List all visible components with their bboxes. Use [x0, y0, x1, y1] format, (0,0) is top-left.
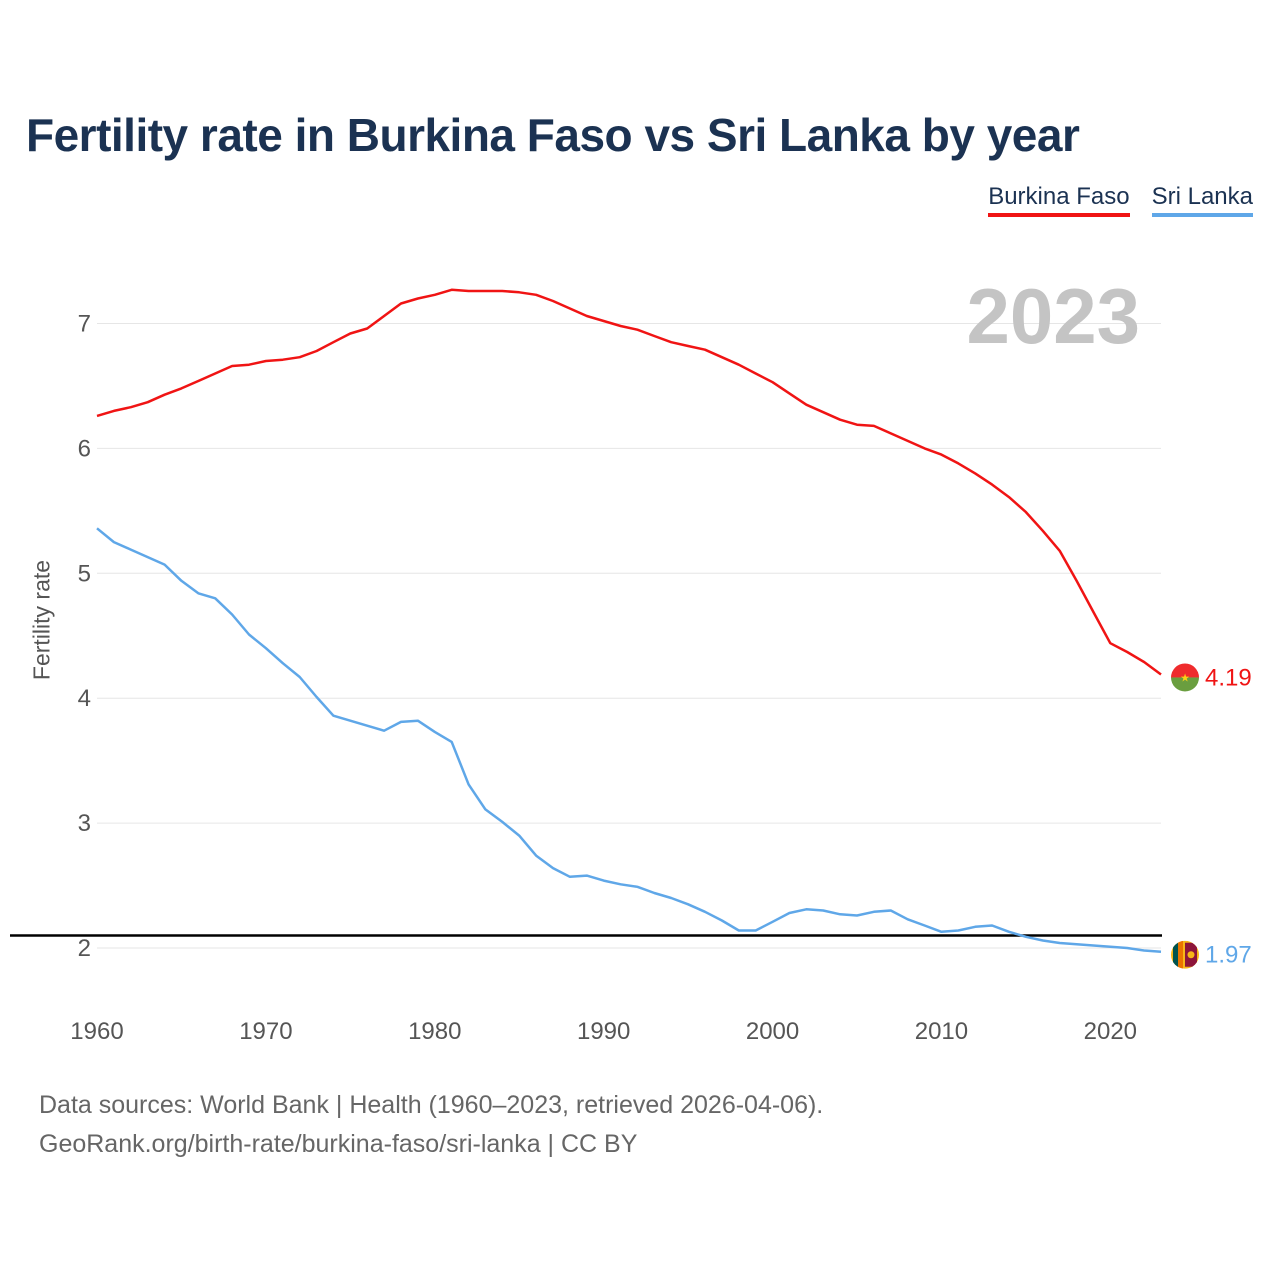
x-axis-ticks: 1960 1970 1980 1990 2000 2010 2020 [70, 1018, 1137, 1045]
year-label: 2023 [966, 272, 1140, 360]
flag-star: ★ [1180, 672, 1190, 684]
flag-lion [1187, 951, 1195, 959]
y-tick-label: 4 [78, 685, 91, 712]
x-tick-label: 1960 [70, 1018, 123, 1045]
legend: Burkina Faso Sri Lanka [988, 183, 1253, 217]
series-lines [96, 288, 1162, 953]
flag-orange-stripe [1178, 940, 1183, 969]
flag-burkina-faso: ★ [1171, 663, 1199, 692]
series-line-burkina-faso [96, 288, 1162, 676]
y-tick-label: 5 [78, 560, 91, 587]
x-tick-label: 2000 [746, 1018, 799, 1045]
end-value-label-burkina-faso: 4.19 [1205, 664, 1252, 691]
x-tick-label: 1980 [408, 1018, 461, 1045]
flag-sri-lanka [1171, 940, 1199, 969]
data-sources: Data sources: World Bank | Health (1960–… [39, 1086, 823, 1164]
y-axis-ticks: 2 3 4 5 6 7 [78, 311, 91, 963]
x-tick-label: 2010 [915, 1018, 968, 1045]
sources-line-2: GeoRank.org/birth-rate/burkina-faso/sri-… [39, 1130, 638, 1158]
x-tick-label: 2020 [1084, 1018, 1137, 1045]
y-tick-label: 2 [78, 935, 91, 962]
grid [97, 323, 1161, 949]
end-value-label-sri-lanka: 1.97 [1205, 942, 1252, 969]
y-tick-label: 3 [78, 810, 91, 837]
x-tick-label: 1970 [239, 1018, 292, 1045]
series-line-sri-lanka [96, 527, 1162, 953]
flag-green-band [1171, 677, 1199, 692]
end-markers: ★ 4.19 1.97 [1171, 663, 1252, 969]
y-tick-label: 6 [78, 435, 91, 462]
x-tick-label: 1990 [577, 1018, 630, 1045]
legend-item-burkina-faso[interactable]: Burkina Faso [988, 183, 1130, 217]
y-tick-label: 7 [78, 311, 91, 338]
chart-title: Fertility rate in Burkina Faso vs Sri La… [26, 109, 1080, 161]
legend-item-sri-lanka[interactable]: Sri Lanka [1151, 183, 1253, 217]
flag-red-band [1171, 663, 1199, 678]
flag-green-stripe [1173, 940, 1178, 969]
sources-line-1: Data sources: World Bank | Health (1960–… [39, 1091, 824, 1119]
